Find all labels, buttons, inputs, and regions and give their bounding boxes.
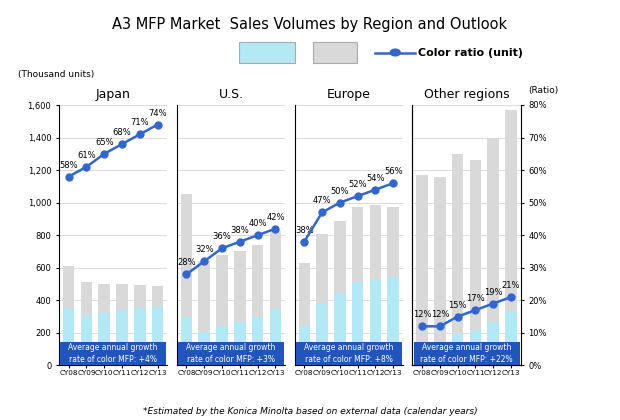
Text: A3 MFP Market  Sales Volumes by Region and Outlook: A3 MFP Market Sales Volumes by Region an… [112,17,508,32]
Text: 36%: 36% [213,232,231,241]
Text: 32%: 32% [195,245,213,254]
Title: Other regions: Other regions [423,88,510,101]
Bar [370,205,381,279]
Bar [298,263,310,326]
Bar [152,307,164,365]
Bar [470,160,481,331]
Bar [452,333,463,365]
Bar [416,175,428,343]
Bar [470,331,481,365]
Bar [416,343,428,365]
Text: 17%: 17% [466,294,485,303]
Bar [216,326,228,365]
FancyBboxPatch shape [60,342,166,365]
Bar [334,293,345,365]
Bar [198,332,210,365]
Text: 61%: 61% [77,151,95,160]
Title: Japan: Japan [95,88,131,101]
Bar [352,207,363,282]
Bar [81,282,92,315]
Text: *Estimated by the Konica Minolta based on external data (calendar years): *Estimated by the Konica Minolta based o… [143,407,477,416]
Bar [198,261,210,332]
Bar [434,343,446,365]
Text: 47%: 47% [312,197,331,205]
Text: 54%: 54% [366,174,384,183]
Bar [487,138,499,322]
Bar [117,310,128,365]
Text: Color ratio (unit): Color ratio (unit) [418,47,523,58]
Text: 38%: 38% [231,226,249,235]
FancyBboxPatch shape [178,342,284,365]
Bar [180,318,192,365]
Bar [252,245,264,318]
Text: B/W: B/W [322,47,347,58]
FancyBboxPatch shape [414,342,520,365]
Bar [134,285,146,308]
Text: 42%: 42% [266,213,285,222]
Text: 52%: 52% [348,180,367,189]
Bar [99,312,110,365]
Text: 21%: 21% [502,281,520,290]
Text: 28%: 28% [177,258,196,267]
Text: 71%: 71% [131,118,149,127]
Text: 12%: 12% [413,310,432,319]
Text: 50%: 50% [330,187,349,196]
Bar [134,308,146,365]
Text: 74%: 74% [148,109,167,118]
Text: 19%: 19% [484,288,502,297]
Text: 65%: 65% [95,138,113,147]
Text: Average annual growth
rate of color MFP: +4%: Average annual growth rate of color MFP:… [68,343,158,364]
Bar [388,277,399,365]
Bar [452,154,463,333]
Text: (Ratio): (Ratio) [528,86,559,94]
Bar [270,309,281,365]
Text: 68%: 68% [113,128,131,137]
Text: Color: Color [250,47,283,58]
Bar [180,194,192,318]
Bar [334,220,345,293]
FancyBboxPatch shape [296,342,402,365]
Bar [505,312,517,365]
Text: (Thousand units): (Thousand units) [17,70,94,79]
Bar [370,279,381,365]
Text: Average annual growth
rate of color MFP: +3%: Average annual growth rate of color MFP:… [186,343,276,364]
Bar [270,231,281,309]
Bar [505,110,517,312]
Text: Average annual growth
rate of color MFP: +8%: Average annual growth rate of color MFP:… [304,343,394,364]
Bar [63,308,74,365]
Bar [117,284,128,310]
Bar [234,252,246,322]
Text: Average annual growth
rate of color MFP: +22%: Average annual growth rate of color MFP:… [420,343,513,364]
Bar [99,284,110,312]
Bar [388,207,399,277]
Text: 58%: 58% [60,161,78,170]
Bar [298,326,310,365]
Text: 15%: 15% [448,301,467,310]
Bar [434,177,446,343]
Bar [487,322,499,365]
Title: Europe: Europe [327,88,371,101]
Text: 12%: 12% [431,310,449,319]
Bar [152,286,164,307]
Bar [63,266,74,308]
Bar [352,282,363,365]
Bar [316,234,328,304]
Text: 38%: 38% [295,226,314,235]
Text: 40%: 40% [249,219,267,228]
Bar [234,322,246,365]
Bar [252,318,264,365]
Bar [316,304,328,365]
Bar [216,255,228,326]
Text: 56%: 56% [384,167,402,176]
Title: U.S.: U.S. [218,88,244,101]
Bar [81,315,92,365]
